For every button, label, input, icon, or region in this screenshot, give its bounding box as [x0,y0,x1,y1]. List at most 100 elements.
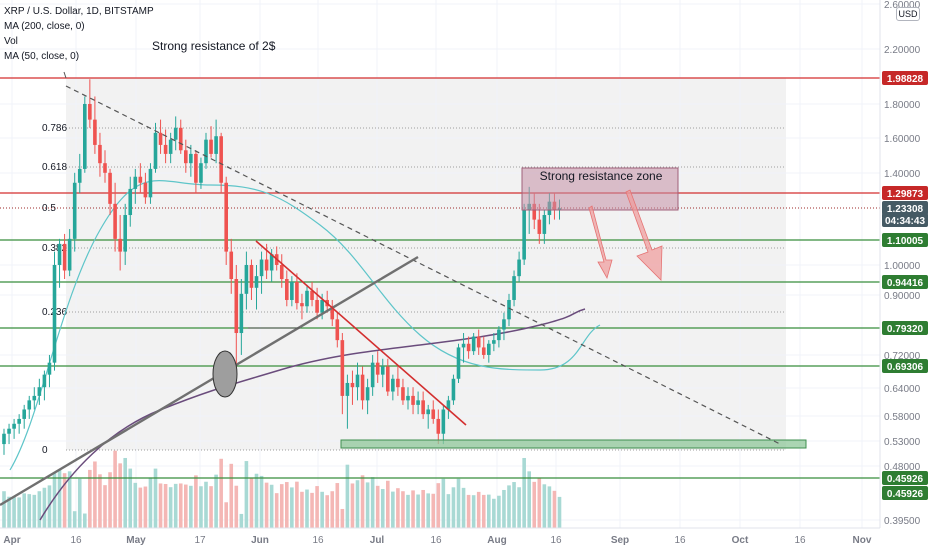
touch-ellipse [212,350,238,398]
descending-trendline [65,85,781,445]
volume-bar [88,469,92,528]
fib-label: 0.786 [42,123,67,134]
fib-anchor [63,71,67,79]
vol-legend[interactable]: Vol [4,36,18,47]
volume-bar [547,486,552,528]
candle-body [32,395,37,401]
volume-bar [153,468,158,528]
candle-body [517,259,521,277]
x-tick-label: Nov [853,535,872,546]
price-label-text: 1.23308 [887,204,924,215]
fib-label: 0.5 [42,203,56,214]
volume-bar [133,482,138,528]
pane-background [66,78,786,450]
price-label-box [882,486,928,500]
candle-body [451,378,456,401]
y-tick-label: 1.00000 [884,261,921,272]
price-label-box [882,359,928,373]
volume-bar [355,480,360,528]
volume-bar [300,491,304,528]
volume-bar [163,483,168,528]
candle-body [355,374,360,388]
volume-bar [290,487,294,528]
volume-bar [47,485,52,528]
volume-bar [194,475,198,528]
volume-bar [123,457,127,528]
candle-body [199,163,203,183]
candle-body [360,374,365,401]
candle-body [269,254,274,271]
candle-body [471,336,476,352]
y-tick-label: 0.90000 [884,291,921,302]
volume-bar [340,508,345,528]
ma200-legend[interactable]: MA (200, close, 0) [4,21,85,32]
y-tick-label: 0.39500 [884,516,921,527]
candle-body [118,238,122,252]
ma50-legend[interactable]: MA (50, close, 0) [4,51,80,62]
volume-bar [254,473,259,528]
x-tick-label: Oct [732,535,749,546]
candle-body [72,182,77,239]
y-tick-label: 0.64000 [884,384,921,395]
volume-bars [2,450,562,528]
volume-bar [27,494,32,528]
volume-bar [365,482,370,528]
volume-bar [315,486,319,528]
candle-body [305,290,309,307]
candle-body [57,243,62,265]
candle-body [219,136,223,183]
candle-body [497,329,501,341]
candle-body [370,362,375,388]
candle-body [93,119,97,145]
candle-body [492,340,496,344]
currency-badge[interactable]: USD [896,7,920,21]
y-tick-label: 0.58000 [884,412,921,423]
volume-bar [330,491,335,528]
volume-bar [32,494,37,528]
price-label-text: 0.45926 [887,474,924,485]
x-tick-label: Jun [251,535,269,546]
candle-body [446,400,451,410]
volume-bar [239,513,244,528]
x-tick-label: 16 [70,535,82,546]
candle-body [138,176,143,183]
volume-bar [173,483,178,528]
price-label-text: 0.45926 [887,489,924,500]
price-label-box [882,186,928,200]
volume-bar [396,488,400,528]
candle-body [42,374,47,388]
volume-bar [466,494,471,528]
volume-bar [209,486,213,528]
volume-bar [118,463,122,528]
candle-body [178,127,183,151]
candle-body [507,299,511,320]
candle-body [88,103,92,120]
candle-body [77,168,82,183]
candle-body [345,382,350,396]
volume-bar [199,486,203,528]
candle-body [259,259,264,277]
candle-body [143,182,148,198]
candle-body [300,303,304,307]
price-label-text: 1.98828 [887,74,924,85]
price-label-text: 1.29873 [887,189,924,200]
candle-body [153,132,158,169]
candle-body [103,163,107,173]
candle-body [194,153,198,183]
candle-body [279,264,284,280]
horizontal-levels[interactable] [0,77,880,479]
ma50-line [9,180,601,471]
candle-body [502,319,506,330]
x-tick-label: 17 [194,535,206,546]
drawings[interactable] [0,71,807,507]
volume-bar [487,494,491,528]
volume-bar [7,496,11,528]
x-tick-label: 16 [550,535,562,546]
symbol-title[interactable]: XRP / U.S. Dollar, 1D, BITSTAMP [4,6,154,17]
candle-body [264,259,269,271]
price-label-text: 1.10005 [887,236,924,247]
candle-body [83,103,87,169]
candle-body [441,409,446,434]
